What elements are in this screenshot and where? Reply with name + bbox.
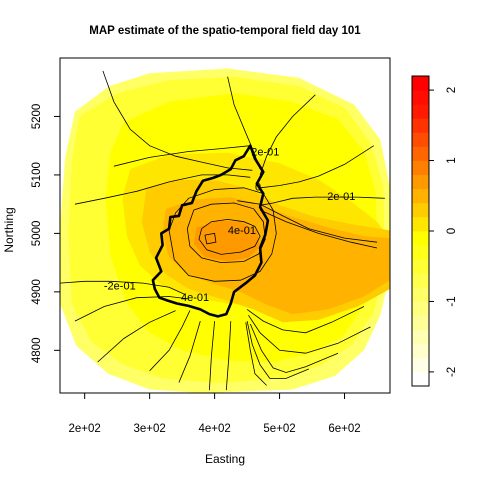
colorbar-tick-label-0: 2 xyxy=(446,87,458,93)
colorbar-legend: 2 1 0 -1 -2 xyxy=(411,75,458,387)
contour-line-8 xyxy=(259,209,378,249)
x-tick-label-4: 6e+02 xyxy=(328,423,360,435)
contour-line-17 xyxy=(178,320,201,383)
colorbar-level-21 xyxy=(412,76,429,91)
contour-label-2: 2e-01 xyxy=(327,191,355,203)
colorbar-level-0 xyxy=(412,371,429,387)
contour-line-0 xyxy=(60,280,186,296)
contour-label-5: 4e-01 xyxy=(181,292,209,304)
colorbar-level-18 xyxy=(412,118,429,133)
colorbar-level-15 xyxy=(412,160,429,176)
colorbar-tick-label-2: 0 xyxy=(446,228,458,234)
y-tick-label-3: 5100 xyxy=(31,162,43,188)
contour-labels: 2e-01 0 2e-01 4e-01 -2e-01 4e-01 xyxy=(104,147,355,305)
colorbar-level-7 xyxy=(412,273,429,288)
contour-label-1: 0 xyxy=(255,182,261,194)
contour-line-23 xyxy=(168,187,277,282)
colorbar-level-14 xyxy=(412,174,429,190)
contour-line-14 xyxy=(245,322,267,386)
contour-line-11 xyxy=(248,314,371,354)
contour-line-12 xyxy=(249,323,339,373)
y-tick-label-0: 4800 xyxy=(31,338,43,364)
contour-label-0: 2e-01 xyxy=(251,147,279,159)
contour-lines xyxy=(60,70,385,391)
colorbar-tick-label-4: -2 xyxy=(446,367,458,377)
contour-line-6 xyxy=(260,145,375,189)
colorbar-level-16 xyxy=(412,146,429,161)
contour-label-4: -2e-01 xyxy=(104,280,136,292)
contour-line-22 xyxy=(186,202,266,264)
y-tick-label-2: 5000 xyxy=(31,221,43,247)
x-tick-label-2: 4e+02 xyxy=(198,423,230,435)
colorbar-level-13 xyxy=(412,188,429,204)
colorbar-level-19 xyxy=(412,104,429,119)
y-tick-label-1: 4900 xyxy=(31,279,43,305)
contour-line-2 xyxy=(113,145,251,167)
colorbar-level-6 xyxy=(412,287,429,302)
colorbar-level-2 xyxy=(412,343,429,359)
contour-line-3 xyxy=(102,70,253,171)
contour-line-19 xyxy=(97,310,176,363)
y-axis-label: Northing xyxy=(2,207,16,252)
contour-label-3: 4e-01 xyxy=(228,225,256,237)
contour-line-15 xyxy=(225,321,232,391)
y-tick-label-4: 5200 xyxy=(31,104,43,130)
colorbar-level-3 xyxy=(412,329,429,345)
colorbar-level-5 xyxy=(412,301,429,316)
colorbar-level-4 xyxy=(412,315,429,331)
contour-line-18 xyxy=(149,310,191,372)
colorbar-tick-label-1: 1 xyxy=(446,157,458,163)
region-boundary xyxy=(151,144,270,318)
colorbar-level-1 xyxy=(412,357,429,373)
contour-line-21 xyxy=(198,218,261,255)
contour-line-16 xyxy=(209,321,215,391)
colorbar-level-20 xyxy=(412,90,429,105)
colorbar-level-9 xyxy=(412,245,429,260)
field-map xyxy=(60,68,390,393)
contour-line-5 xyxy=(259,94,316,176)
x-tick-label-1: 3e+02 xyxy=(133,423,165,435)
contour-line-13 xyxy=(246,321,309,379)
contour-line-9 xyxy=(237,200,378,243)
chart-title: MAP estimate of the spatio-temporal fiel… xyxy=(89,25,361,37)
region-outline xyxy=(151,144,270,318)
contour-line-10 xyxy=(246,306,365,334)
contour-line-20 xyxy=(74,296,189,322)
contour-line-1 xyxy=(74,174,251,205)
x-tick-label-3: 5e+02 xyxy=(263,423,295,435)
colorbar-level-11 xyxy=(412,216,429,232)
x-tick-label-0: 2e+02 xyxy=(69,423,101,435)
colorbar-level-17 xyxy=(412,132,429,147)
colorbar-level-12 xyxy=(412,202,429,218)
x-axis-label: Easting xyxy=(205,452,245,466)
contour-line-7 xyxy=(260,196,385,206)
colorbar-tick-label-3: -1 xyxy=(446,296,458,306)
y-axis: 4800 4900 5000 5100 5200 xyxy=(31,104,61,364)
colorbar-level-10 xyxy=(412,231,429,246)
x-axis: 2e+02 3e+02 4e+02 5e+02 6e+02 xyxy=(69,392,361,435)
colorbar-level-8 xyxy=(412,259,429,274)
contour-line-24 xyxy=(204,232,217,245)
